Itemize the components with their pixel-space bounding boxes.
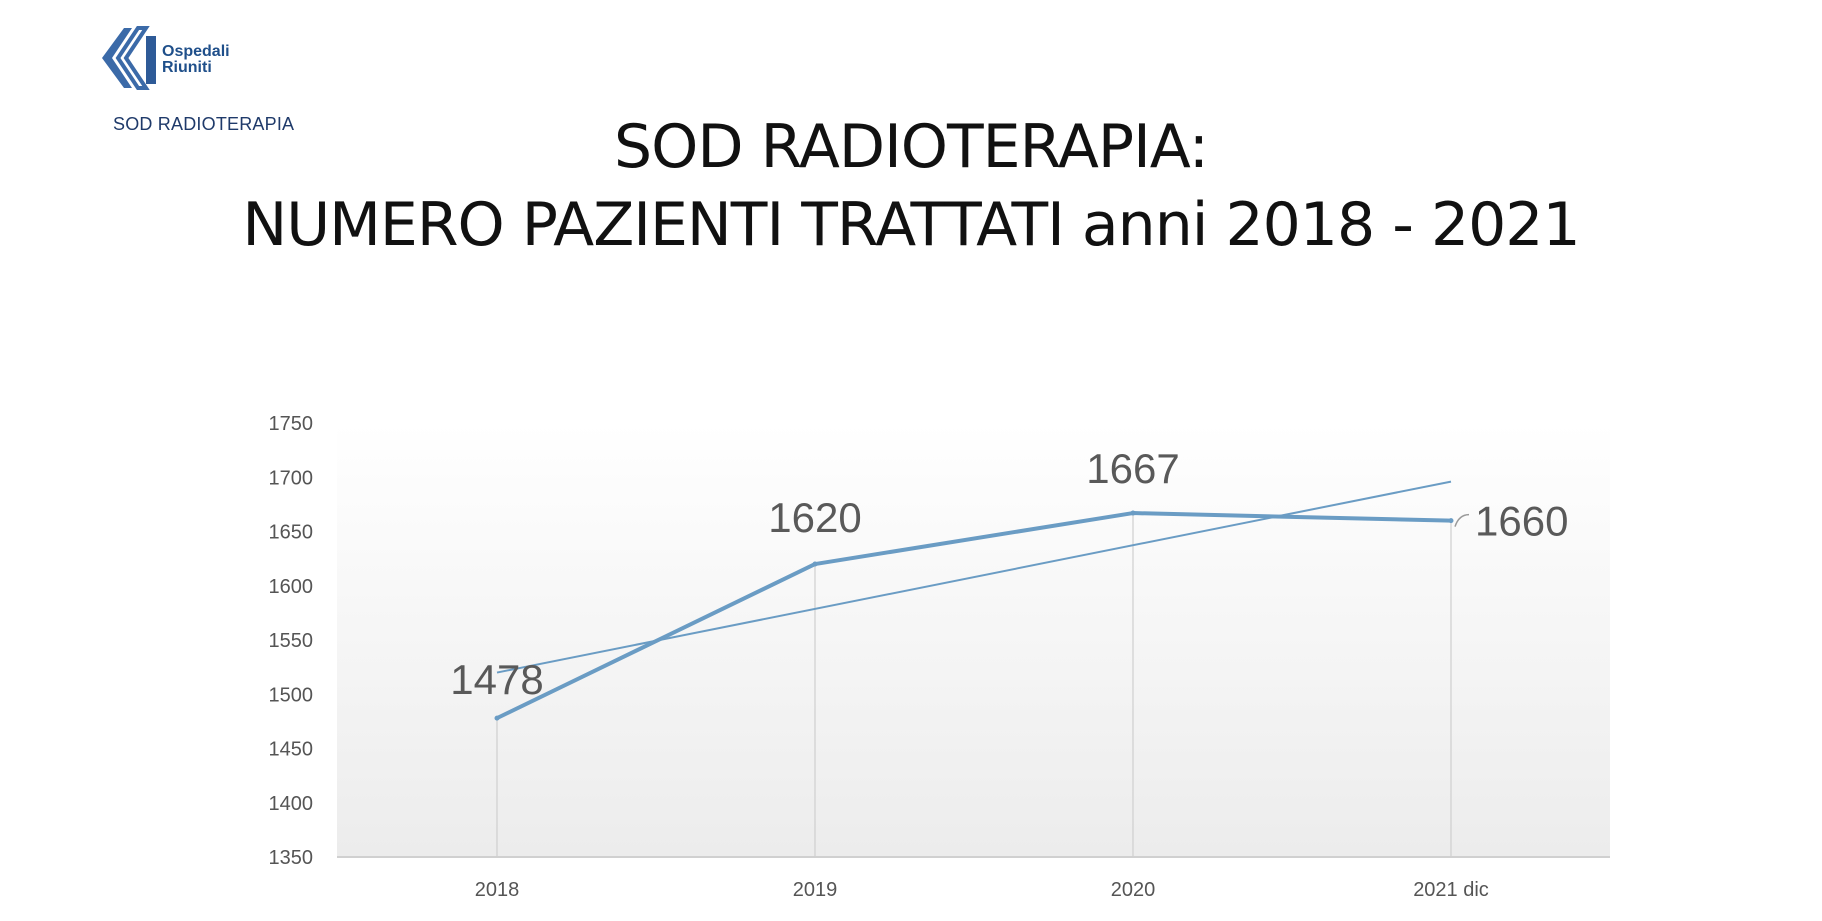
logo-name-line1: Ospedali [162, 43, 230, 60]
logo-subtitle: SOD RADIOTERAPIA [113, 114, 295, 134]
x-tick-label: 2018 [475, 879, 520, 901]
drop-lines [496, 513, 1452, 857]
slide-title: SOD RADIOTERAPIA: NUMERO PAZIENTI TRATTA… [0, 108, 1822, 264]
data-point [1130, 510, 1136, 516]
y-tick-label: 1500 [269, 684, 314, 706]
logo-chevron-inner-icon [115, 26, 150, 90]
title-line-1: SOD RADIOTERAPIA: [614, 112, 1209, 182]
data-label: 1620 [768, 494, 861, 541]
y-axis: 1350 1400 1450 1500 1550 1600 1650 1700 1750 [269, 413, 314, 869]
data-point [1448, 518, 1454, 524]
series-line [494, 510, 1454, 721]
title-line-2: NUMERO PAZIENTI TRATTATI anni 2018 - 202… [242, 190, 1580, 260]
y-tick-label: 1700 [269, 467, 314, 489]
data-label-highlight: 1660 [1475, 498, 1568, 545]
y-tick-label: 1350 [269, 847, 314, 869]
y-tick-label: 1600 [269, 576, 314, 598]
y-tick-label: 1450 [269, 739, 314, 761]
x-axis: 2018 2019 2020 2021 dic [337, 856, 1610, 901]
x-tick-label: 2019 [793, 879, 838, 901]
y-tick-label: 1400 [269, 793, 314, 815]
y-tick-label: 1750 [269, 413, 314, 435]
data-labels: 1478 1620 1667 1660 [450, 445, 1568, 703]
data-label: 1667 [1086, 445, 1179, 492]
ospedali-riuniti-logo: Ospedali Riuniti [102, 26, 230, 90]
x-tick-label: 2021 dic [1413, 879, 1489, 901]
plot-background [337, 423, 1610, 857]
data-point [812, 561, 818, 567]
series-path [496, 511, 1452, 720]
plot-area [337, 423, 1610, 857]
data-point [494, 715, 500, 721]
data-label: 1478 [450, 656, 543, 703]
logo-name-line2: Riuniti [162, 59, 212, 76]
logo-pillar-icon [146, 36, 156, 84]
logo-chevron-icon [102, 28, 132, 88]
y-tick-label: 1550 [269, 630, 314, 652]
x-tick-label: 2020 [1111, 879, 1156, 901]
label-leader-line [1454, 513, 1470, 527]
y-tick-label: 1650 [269, 522, 314, 544]
